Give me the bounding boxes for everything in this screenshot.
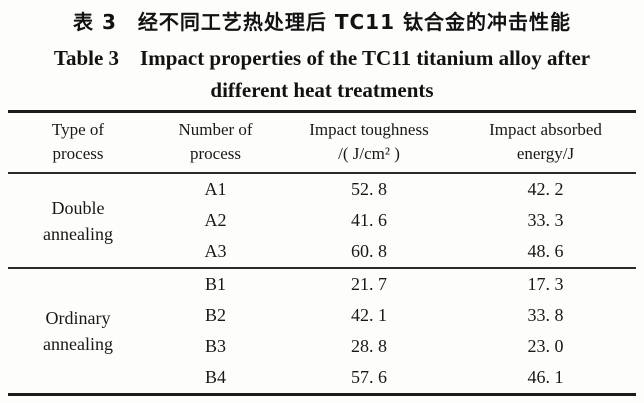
cell-process-number: A3 [148,236,283,269]
table-header: Type of process Number of process Impact… [8,111,636,174]
header-number-of-process: Number of process [148,111,283,174]
header-line: process [190,144,241,163]
header-line: Type of [51,120,105,139]
cell-absorbed-energy: 46. 1 [527,367,564,387]
row-label-line: annealing [43,223,113,244]
header-line: process [52,144,104,163]
row-label-ordinary-annealing: Ordinary annealing [8,268,148,395]
row-label-line: Double [51,197,105,218]
cell-process-number: B3 [204,336,226,356]
table-title-english-line1: Table 3 Impact properties of the TC11 ti… [53,46,591,70]
section-ordinary-annealing: Ordinary annealing B1 21. 7 17. 3 B2 42.… [8,268,636,395]
table-title-english-line2: different heat treatments [210,78,434,102]
section-double-annealing: Double annealing A1 52. 8 42. 2 A2 41. 6… [8,173,636,269]
table-row: B4 57. 6 46. 1 [8,362,636,395]
row-label-double-annealing: Double annealing [8,173,148,269]
cell-impact-toughness: 41. 6 [351,210,387,230]
table-row: B3 28. 8 23. 0 [8,331,636,362]
impact-properties-table: Type of process Number of process Impact… [8,110,636,396]
header-line: Impact absorbed [489,120,602,139]
cell-impact-toughness: 42. 1 [351,305,387,325]
table-title-chinese: 表 3 经不同工艺热处理后 TC11 钛合金的冲击性能 [73,10,571,34]
cell-process-number: B2 [204,305,226,325]
cell-absorbed-energy: 42. 2 [527,179,564,199]
cell-absorbed-energy: 33. 8 [527,305,564,325]
header-line: Number of [178,120,253,139]
header-row: Type of process Number of process Impact… [8,111,636,174]
cell-absorbed-energy: 23. 0 [527,336,564,356]
header-line: energy/J [516,144,575,163]
cell-absorbed-energy: 33. 3 [527,210,564,230]
header-line: /( J/cm² ) [338,144,400,163]
header-impact-absorbed-energy: Impact absorbed energy/J [455,111,636,174]
table-row: A3 60. 8 48. 6 [8,236,636,269]
cell-impact-toughness: 60. 8 [283,236,455,269]
table-row: Ordinary annealing B1 21. 7 17. 3 [8,268,636,354]
cell-process-number: B4 [204,367,226,387]
header-line: Impact toughness [309,120,429,139]
cell-process-number: A1 [204,179,227,199]
cell-absorbed-energy: 17. 3 [527,274,564,294]
row-label-line: Ordinary [45,308,111,328]
table-row: A2 41. 6 33. 3 [8,205,636,236]
cell-impact-toughness: 21. 7 [351,274,387,294]
header-type-of-process: Type of process [8,111,148,174]
table-row: Double annealing A1 52. 8 42. 2 [8,173,636,269]
cell-impact-toughness: 57. 6 [351,367,387,387]
cell-impact-toughness: 28. 8 [351,336,387,356]
cell-process-number: B1 [204,274,226,294]
cell-impact-toughness: 52. 8 [351,179,387,199]
header-impact-toughness: Impact toughness /( J/cm² ) [283,111,455,174]
cell-absorbed-energy: 48. 6 [455,236,636,269]
table-row: B2 42. 1 33. 8 [8,300,636,331]
row-label-line: annealing [43,334,113,354]
cell-process-number: A2 [204,210,227,230]
